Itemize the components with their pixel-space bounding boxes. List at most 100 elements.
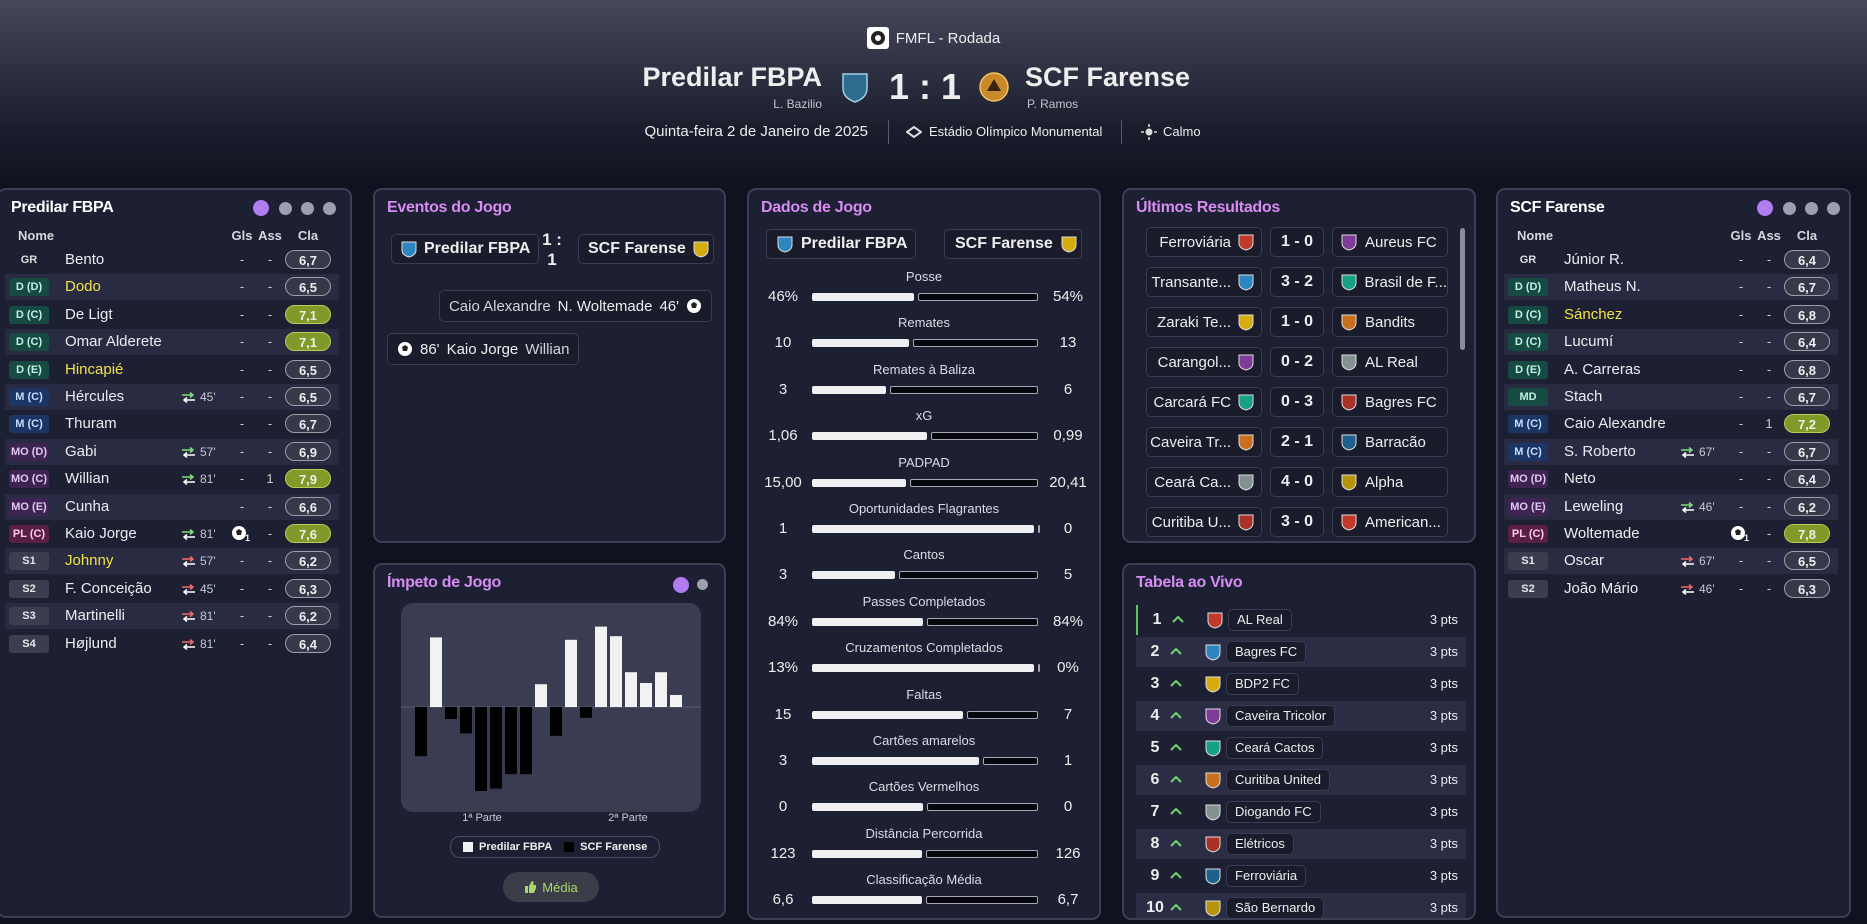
table-position: 5 xyxy=(1150,739,1160,756)
goals: - xyxy=(239,498,245,514)
team-name: Caveira Tr... xyxy=(1150,433,1231,451)
away-manager: P. Ramos xyxy=(1027,97,1079,111)
momentum-bar xyxy=(580,707,592,718)
sub-minute: 81' xyxy=(200,472,216,487)
table-position: 2 xyxy=(1150,643,1160,660)
stat-label: Passes Completados xyxy=(862,593,986,609)
page-dot[interactable] xyxy=(323,202,336,215)
table-team: Ceará Cactos xyxy=(1226,737,1324,759)
position-badge: S4 xyxy=(9,634,49,653)
stat-away-value: 0% xyxy=(1057,659,1079,677)
page-dot[interactable] xyxy=(1783,202,1796,215)
player-row: MD Stach - -6,7 xyxy=(1504,384,1838,410)
rating: 6,4 xyxy=(1784,332,1830,352)
rating: 6,3 xyxy=(285,578,331,598)
momentum-bar xyxy=(595,626,607,707)
position-badge: PL (C) xyxy=(1508,525,1548,543)
crest-shape xyxy=(1341,314,1357,331)
player-row: S3 Martinelli 81' - -6,2 xyxy=(5,603,339,630)
trend-up xyxy=(1170,807,1182,815)
crest-shape xyxy=(1341,354,1357,371)
team-crest xyxy=(1238,394,1254,411)
stat-bar-away xyxy=(930,432,1038,441)
goals: - xyxy=(1738,279,1744,295)
rating: 7,1 xyxy=(285,332,331,352)
rating: 6,6 xyxy=(285,496,331,516)
away-lineup-panel: SCF Farense Nome Gls Ass Cla GR Júnior R. - -6,… xyxy=(1496,188,1851,918)
player-row: M (C) Hércules 45' - -6,5 xyxy=(5,384,339,410)
sub-arrow xyxy=(182,583,195,590)
assists: - xyxy=(1766,279,1772,295)
event-minute: 46' xyxy=(659,297,679,315)
page-dot[interactable] xyxy=(673,577,689,593)
crest-shape xyxy=(1207,612,1223,629)
average-button[interactable]: Média xyxy=(503,872,599,902)
position-badge: MO (E) xyxy=(9,497,49,516)
table-position: 4 xyxy=(1150,707,1160,724)
assists: - xyxy=(1766,252,1772,267)
table-position: 9 xyxy=(1150,867,1160,884)
table-row: 1 AL Real 3 pts xyxy=(1136,605,1466,635)
position-badge: D (D) xyxy=(1508,278,1548,297)
crest-shape xyxy=(1061,236,1077,253)
player-row: MO (C) Willian 81' - 1 7,9 xyxy=(5,466,339,492)
page-dot[interactable] xyxy=(253,200,269,216)
player-row: D (D) Dodo - -6,5 xyxy=(5,274,339,301)
button-label: Média xyxy=(542,879,578,895)
assists: - xyxy=(1766,334,1772,350)
player-row: S4 Højlund 81' - -6,4 xyxy=(5,631,339,657)
player-name: Højlund xyxy=(65,634,117,652)
sub-arrow xyxy=(182,588,195,595)
stat-away-value: 7 xyxy=(1063,705,1073,723)
legend-swatch xyxy=(463,842,473,852)
crest-shape xyxy=(1205,772,1221,789)
table-row: 4 Caveira Tricolor 3 pts xyxy=(1136,701,1466,731)
goals: 1 xyxy=(1744,533,1750,543)
player-row: D (E) Hincapié - -6,5 xyxy=(5,357,339,383)
position-badge: S1 xyxy=(9,552,49,571)
stat-home-value: 0 xyxy=(778,798,788,816)
rating: 6,5 xyxy=(285,359,331,379)
assists: - xyxy=(267,279,273,295)
sub-arrow xyxy=(1681,583,1694,590)
assists: - xyxy=(1766,471,1772,487)
team-name: Curitiba U... xyxy=(1151,513,1231,531)
table-position: 1 xyxy=(1152,611,1162,628)
player-row: D (C) Sánchez - -6,8 xyxy=(1504,302,1838,328)
position-badge: MO (E) xyxy=(1508,497,1548,516)
page-dot[interactable] xyxy=(279,202,292,215)
crest-shape xyxy=(1205,740,1221,757)
stat-label: Faltas xyxy=(906,686,942,702)
page-dot[interactable] xyxy=(1757,200,1773,216)
sub-icon xyxy=(1681,446,1694,458)
player-row: S2 João Mário 46' - -6,3 xyxy=(1504,576,1838,602)
goals: - xyxy=(239,279,245,295)
legend-label: Predilar FBPA xyxy=(479,841,553,853)
assists: - xyxy=(267,553,273,569)
sub-icon xyxy=(1681,501,1694,513)
away-team-name: SCF Farense xyxy=(1025,62,1191,92)
table-points: 3 pts xyxy=(1429,804,1458,819)
page-dot[interactable] xyxy=(697,579,708,590)
stats-team-home: Predilar FBPA xyxy=(766,229,916,259)
crest-shape xyxy=(1341,474,1357,491)
player-name: Gabi xyxy=(65,442,97,460)
team-name: Ferroviária xyxy=(1159,233,1231,251)
sub-icon xyxy=(182,529,195,540)
stat-label: Oportunidades Flagrantes xyxy=(848,501,1000,516)
result-home: Ferroviária xyxy=(1146,227,1262,257)
page-dot[interactable] xyxy=(1805,202,1818,215)
assists: - xyxy=(267,306,273,322)
column-header: Gls xyxy=(1730,228,1752,243)
table-points: 3 pts xyxy=(1429,644,1458,659)
player-name: Hincapié xyxy=(65,360,124,378)
sub-icon xyxy=(1681,556,1694,568)
page-dot[interactable] xyxy=(1827,202,1840,215)
column-header: Cla xyxy=(297,228,319,243)
result-away: AL Real xyxy=(1332,347,1448,377)
scrollbar[interactable] xyxy=(1460,228,1465,350)
player-row: D (D) Matheus N. - -6,7 xyxy=(1504,274,1838,301)
crest-shape xyxy=(1205,868,1221,885)
page-dot[interactable] xyxy=(301,202,314,215)
assists: - xyxy=(267,608,273,624)
